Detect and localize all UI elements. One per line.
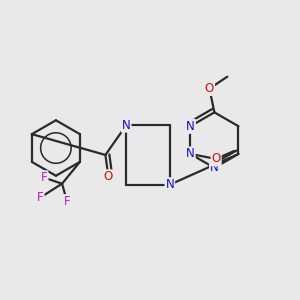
Text: F: F	[37, 191, 44, 204]
Text: N: N	[186, 120, 195, 133]
Text: N: N	[186, 148, 195, 160]
Text: O: O	[104, 170, 113, 183]
Text: O: O	[212, 152, 221, 165]
Text: N: N	[186, 120, 195, 133]
Text: N: N	[210, 161, 219, 174]
Text: N: N	[165, 178, 174, 191]
Text: F: F	[41, 171, 47, 184]
Text: O: O	[205, 82, 214, 95]
Text: F: F	[64, 195, 70, 208]
Text: N: N	[122, 119, 130, 132]
